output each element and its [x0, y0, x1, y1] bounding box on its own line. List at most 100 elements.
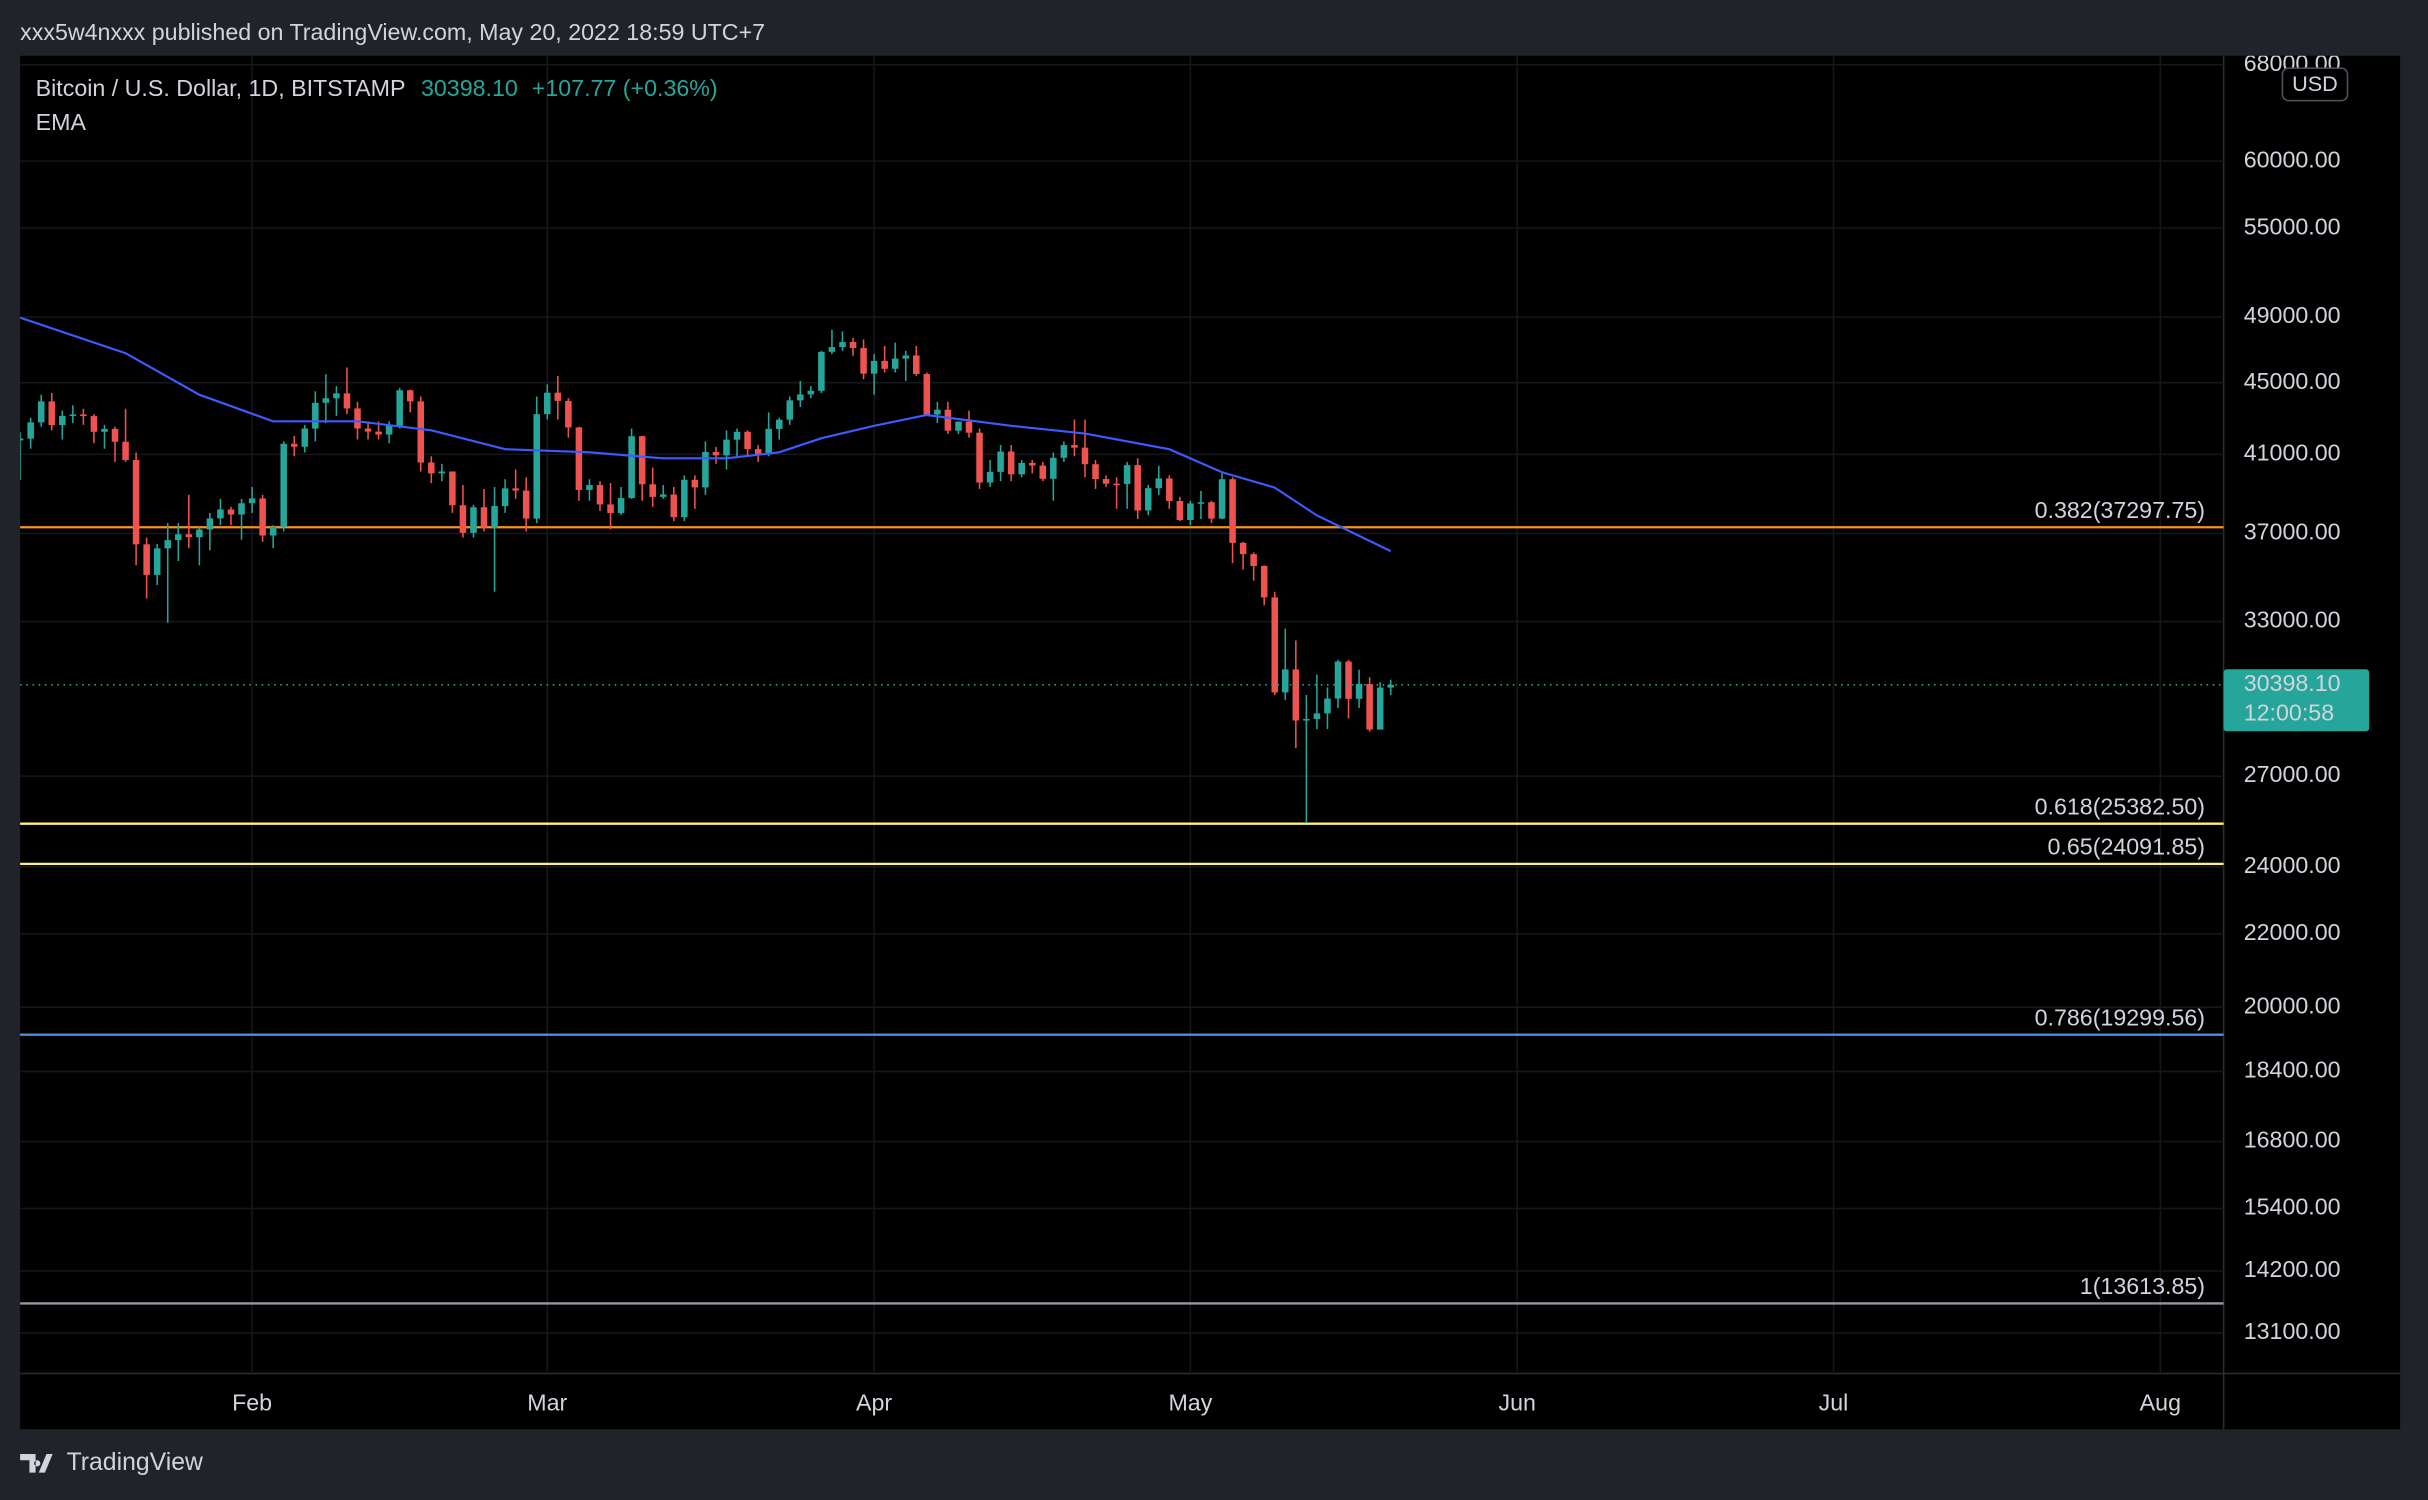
- x-tick-label: Mar: [527, 1390, 567, 1416]
- y-tick-label: 14200.00: [2244, 1256, 2341, 1282]
- candle-body: [976, 432, 983, 483]
- chart-panel: [20, 55, 2401, 1430]
- candle-body: [913, 355, 920, 375]
- candle-body: [111, 428, 119, 442]
- y-tick-label: 22000.00: [2244, 919, 2341, 945]
- candle-body: [122, 441, 129, 461]
- candle-body: [1081, 447, 1089, 465]
- x-tick-label: May: [1168, 1390, 1212, 1416]
- candle-body: [1292, 669, 1300, 721]
- candle-body: [1134, 465, 1141, 511]
- candles: [20, 316, 1394, 824]
- candle-body: [659, 494, 667, 497]
- candle-body: [491, 506, 498, 528]
- candle-body: [1260, 565, 1268, 598]
- candle-body: [501, 488, 509, 507]
- candle-body: [522, 490, 530, 519]
- candle-body: [175, 534, 182, 541]
- candle-body: [1345, 661, 1352, 699]
- countdown-label: 12:00:58: [2244, 699, 2334, 725]
- candle-body: [997, 451, 1004, 472]
- candle-body: [1376, 687, 1384, 730]
- candle-body: [164, 540, 171, 549]
- candle-body: [1071, 445, 1078, 448]
- candle-body: [354, 408, 361, 429]
- candle-body: [754, 449, 762, 455]
- fib-level-label: 1(13613.85): [2080, 1273, 2205, 1299]
- candle-body: [544, 392, 551, 415]
- x-tick-label: Aug: [2140, 1390, 2181, 1416]
- y-tick-label: 27000.00: [2244, 761, 2341, 787]
- candle-body: [132, 460, 140, 545]
- y-tick-label: 37000.00: [2244, 519, 2341, 545]
- y-tick-label: 24000.00: [2244, 852, 2341, 878]
- candle-body: [554, 392, 562, 401]
- candle-body: [1303, 718, 1310, 721]
- candle-body: [1102, 479, 1110, 484]
- candle-body: [449, 471, 456, 506]
- candle-body: [586, 485, 593, 490]
- fib-level-label: 0.618(25382.50): [2035, 793, 2205, 819]
- currency-label: USD: [2292, 71, 2338, 96]
- candle-body: [1334, 661, 1342, 699]
- candle-body: [1355, 683, 1363, 699]
- candle-body: [986, 471, 994, 483]
- candle-body: [269, 526, 277, 536]
- candle-body: [1050, 457, 1057, 479]
- y-tick-label: 60000.00: [2244, 146, 2341, 172]
- candle-body: [1155, 478, 1163, 489]
- candle-body: [20, 438, 24, 441]
- y-tick-label: 13100.00: [2244, 1318, 2341, 1344]
- candle-body: [944, 409, 952, 431]
- footer-logo: TradingView: [20, 1449, 203, 1476]
- logo-mark: [20, 1454, 53, 1473]
- candle-body: [860, 348, 867, 374]
- candle-body: [227, 509, 235, 515]
- y-tick-label: 33000.00: [2244, 607, 2341, 633]
- candle-body: [839, 342, 846, 348]
- candle-body: [428, 462, 435, 474]
- y-tick-label: 41000.00: [2244, 440, 2341, 466]
- y-tick-label: 55000.00: [2244, 213, 2341, 239]
- last-price: 30398.10 12:00:58: [20, 669, 2370, 732]
- legend: Bitcoin / U.S. Dollar, 1D, BITSTAMP 30398…: [36, 75, 718, 101]
- y-tick-label: 15400.00: [2244, 1194, 2341, 1220]
- candle-body: [196, 529, 203, 538]
- candle-body: [607, 504, 614, 514]
- candle-body: [259, 498, 266, 536]
- candle-body: [681, 479, 688, 518]
- candle-body: [533, 414, 541, 519]
- candle-body: [765, 428, 772, 455]
- candle-body: [596, 485, 604, 505]
- candle-body: [1187, 503, 1194, 521]
- candle-body: [1144, 488, 1152, 511]
- fib-level-label: 0.65(24091.85): [2048, 834, 2206, 860]
- candle-body: [1366, 683, 1373, 730]
- candle-body: [818, 351, 825, 391]
- candle-body: [934, 409, 941, 415]
- candle-body: [1387, 684, 1394, 688]
- candle-body: [902, 355, 910, 359]
- last-price-tag: [2223, 669, 2370, 732]
- candle-body: [923, 374, 931, 415]
- price-axis: 68000.0060000.0055000.0049000.0045000.00…: [2244, 56, 2341, 1344]
- fib-levels: 0.382(37297.75) 0.618(25382.50) 0.65(24091…: [20, 497, 2224, 1305]
- candle-body: [459, 505, 467, 533]
- candle-body: [406, 390, 414, 402]
- candle-body: [396, 390, 403, 426]
- candle-body: [691, 479, 699, 488]
- candle-body: [744, 431, 751, 450]
- publish-header: xxx5w4nxxx published on TradingView.com,…: [20, 19, 765, 45]
- candle-body: [565, 400, 572, 428]
- candle-body: [786, 400, 794, 420]
- candle-body: [1039, 465, 1047, 479]
- candle-body: [712, 451, 720, 456]
- footer-text: TradingView: [67, 1449, 203, 1476]
- candle-body: [955, 421, 962, 431]
- time-axis: Feb Mar Apr May Jun Jul Aug: [232, 1390, 2181, 1416]
- candle-body: [69, 414, 77, 417]
- candle-body: [480, 507, 488, 528]
- candle-body: [1028, 462, 1036, 466]
- candle-body: [301, 428, 309, 447]
- candle-body: [807, 390, 815, 395]
